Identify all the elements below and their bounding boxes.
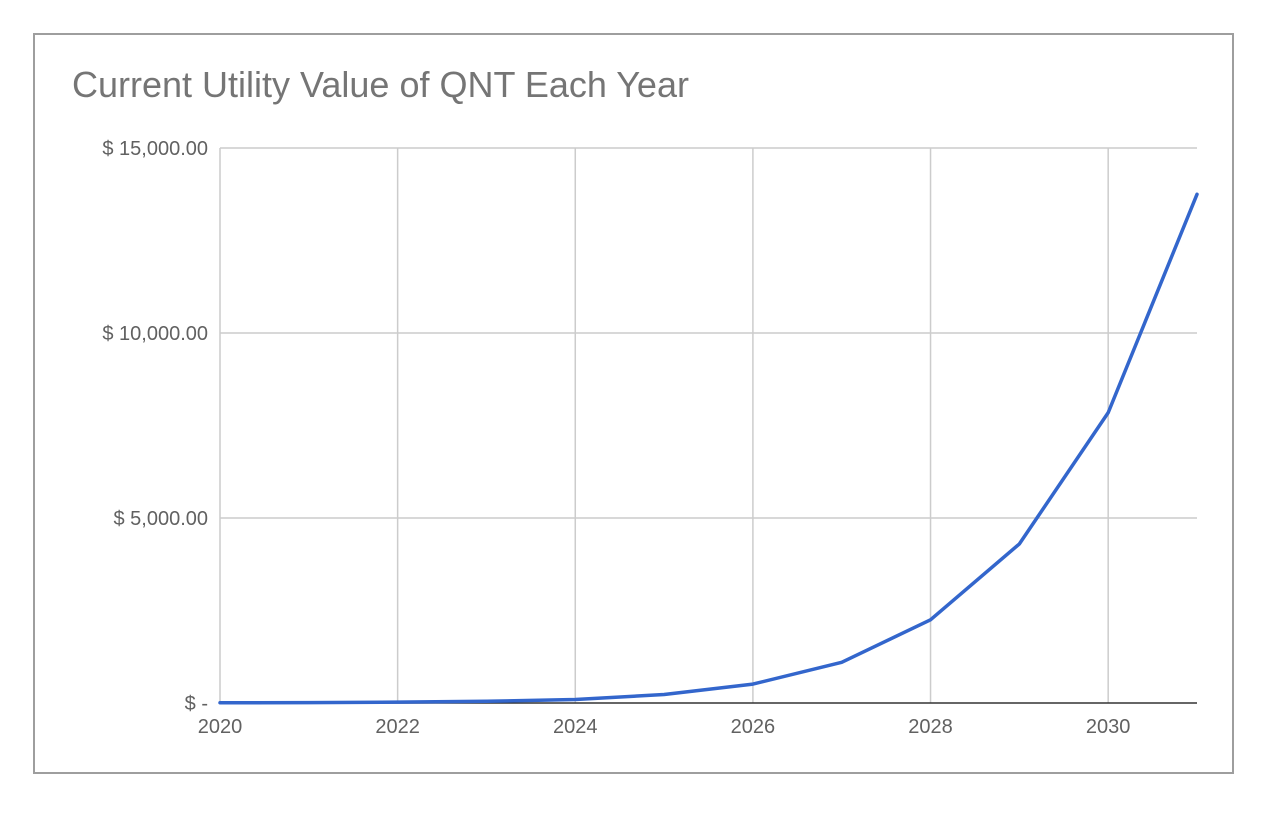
series-line bbox=[218, 192, 1199, 705]
y-tick-label: $ 15,000.00 bbox=[102, 138, 208, 160]
y-tick-label: $ 10,000.00 bbox=[102, 323, 208, 345]
chart-title: Current Utility Value of QNT Each Year bbox=[72, 64, 689, 105]
y-tick-label: $ 5,000.00 bbox=[113, 508, 208, 530]
tick-labels: $ - $ 5,000.00 $ 10,000.00 $ 15,000.00 2020 2… bbox=[102, 138, 1130, 738]
x-tick-label: 2022 bbox=[375, 716, 420, 738]
grid bbox=[219, 147, 1197, 703]
x-tick-label: 2028 bbox=[908, 716, 953, 738]
x-tick-label: 2026 bbox=[731, 716, 776, 738]
series-layer bbox=[218, 192, 1199, 705]
x-tick-label: 2024 bbox=[553, 716, 598, 738]
y-tick-label: $ - bbox=[185, 693, 208, 715]
chart-frame bbox=[33, 33, 1234, 774]
x-tick-label: 2020 bbox=[198, 716, 243, 738]
x-tick-label: 2030 bbox=[1086, 716, 1131, 738]
